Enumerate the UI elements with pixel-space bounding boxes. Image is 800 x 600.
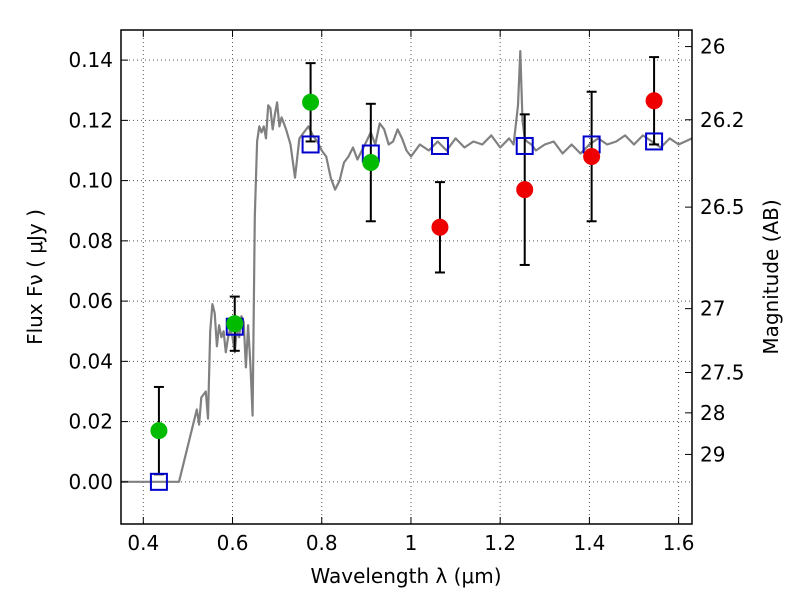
y-tick-label: 0.02 bbox=[68, 410, 113, 434]
y2-tick-label: 26.2 bbox=[700, 108, 745, 132]
red-data-point bbox=[431, 218, 449, 236]
y-tick-label: 0.04 bbox=[68, 349, 113, 373]
plot-frame bbox=[120, 29, 693, 525]
model-square-point bbox=[301, 135, 320, 154]
model-square-point bbox=[430, 136, 449, 155]
red-data-point bbox=[645, 92, 663, 110]
y2-tick-label: 29 bbox=[700, 442, 725, 466]
y-axis-label: Flux Fν ( μJy ) bbox=[23, 209, 47, 345]
y2-axis-label: Magnitude (AB) bbox=[759, 199, 783, 354]
y-tick-label: 0.10 bbox=[68, 169, 113, 193]
y2-tick-label: 26.5 bbox=[700, 195, 745, 219]
x-axis-label: Wavelength λ (μm) bbox=[310, 564, 501, 588]
y-tick-label: 0.08 bbox=[68, 229, 113, 253]
y-tick-label: 0.12 bbox=[68, 108, 113, 132]
spectrum-line bbox=[121, 50, 693, 483]
data-layer bbox=[121, 50, 693, 491]
tick-layer: 0.4 0.6 0.8 1 1.2 1.4 1.6 0.00 0.02 0.04 0.06 0.08 0… bbox=[68, 30, 745, 555]
x-tick-label: 0.6 bbox=[217, 531, 249, 555]
model-square-point bbox=[515, 136, 534, 155]
y2-tick-label: 27.5 bbox=[700, 360, 745, 384]
y-tick-label: 0.06 bbox=[68, 289, 113, 313]
grid-layer bbox=[121, 30, 692, 524]
x-tick-label: 0.4 bbox=[127, 531, 159, 555]
green-data-point bbox=[302, 93, 320, 111]
model-square-point bbox=[645, 132, 664, 151]
x-tick-label: 1.4 bbox=[573, 531, 605, 555]
green-data-point bbox=[226, 315, 244, 333]
green-data-point bbox=[362, 154, 380, 172]
y2-tick-label: 26 bbox=[700, 35, 725, 59]
model-square-point bbox=[149, 472, 168, 491]
y2-tick-label: 28 bbox=[700, 401, 725, 425]
y2-tick-label: 27 bbox=[700, 297, 725, 321]
red-data-point bbox=[583, 148, 601, 166]
x-tick-label: 1 bbox=[405, 531, 418, 555]
x-tick-label: 1.6 bbox=[663, 531, 695, 555]
x-tick-label: 0.8 bbox=[306, 531, 338, 555]
x-tick-label: 1.2 bbox=[484, 531, 516, 555]
y-tick-label: 0.14 bbox=[68, 48, 113, 72]
red-data-point bbox=[516, 181, 534, 199]
green-data-point bbox=[150, 422, 168, 440]
y-tick-label: 0.00 bbox=[68, 470, 113, 494]
